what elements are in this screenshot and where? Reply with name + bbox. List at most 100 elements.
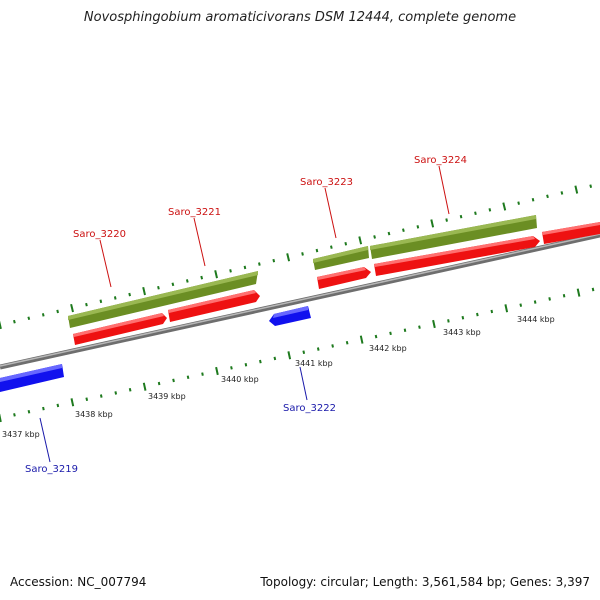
- minor-tick: [488, 208, 492, 212]
- minor-tick: [315, 248, 319, 253]
- gene-arrow[interactable]: [73, 313, 167, 345]
- major-tick: [286, 253, 291, 262]
- tick-label: 3439 kbp: [148, 392, 186, 401]
- minor-tick: [229, 269, 232, 273]
- minor-tick: [56, 403, 60, 408]
- gene-arrow[interactable]: [168, 290, 260, 322]
- minor-tick: [330, 245, 333, 249]
- minor-tick: [345, 340, 349, 345]
- major-tick: [142, 382, 147, 391]
- minor-tick: [272, 258, 276, 263]
- major-tick: [287, 351, 292, 360]
- minor-tick: [201, 372, 204, 376]
- minor-tick: [519, 303, 523, 307]
- reverse-scale-ticks: [0, 287, 595, 423]
- minor-tick: [85, 397, 89, 402]
- minor-tick: [562, 294, 566, 298]
- major-tick: [0, 413, 2, 423]
- tick-label: 3438 kbp: [75, 410, 113, 419]
- minor-tick: [387, 231, 391, 236]
- minor-tick: [99, 394, 103, 398]
- minor-tick: [301, 252, 304, 256]
- minor-tick: [243, 265, 247, 270]
- minor-tick: [445, 218, 448, 222]
- minor-tick: [42, 406, 45, 411]
- minor-tick: [316, 347, 320, 351]
- minor-tick: [560, 191, 564, 195]
- minor-tick: [186, 375, 190, 380]
- minor-tick: [302, 350, 306, 355]
- major-tick: [576, 288, 581, 297]
- minor-tick: [374, 334, 378, 339]
- major-tick: [430, 219, 435, 228]
- major-tick: [70, 303, 74, 313]
- gene-label-saro-3224[interactable]: Saro_3224: [414, 155, 467, 166]
- feature-bars: [68, 215, 537, 328]
- minor-tick: [171, 282, 175, 287]
- major-tick: [0, 320, 2, 330]
- gene-label-saro-3219[interactable]: Saro_3219: [25, 464, 78, 475]
- minor-tick: [533, 300, 537, 304]
- major-tick: [502, 202, 507, 211]
- tick-label: 3440 kbp: [221, 375, 259, 384]
- minor-tick: [27, 316, 31, 321]
- minor-tick: [128, 292, 131, 297]
- minor-tick: [447, 319, 450, 323]
- minor-tick: [114, 391, 118, 395]
- minor-tick: [591, 287, 595, 292]
- minor-tick: [490, 309, 494, 314]
- minor-tick: [459, 214, 463, 219]
- minor-tick: [258, 262, 261, 266]
- minor-tick: [344, 241, 348, 246]
- minor-tick: [461, 315, 465, 320]
- gene-label-saro-3220[interactable]: Saro_3220: [73, 229, 126, 240]
- major-tick: [504, 304, 509, 313]
- major-tick: [574, 185, 579, 194]
- gene-label-saro-3221[interactable]: Saro_3221: [168, 207, 221, 218]
- genome-backbone: [0, 232, 600, 370]
- gene-arrow[interactable]: [374, 236, 540, 276]
- minor-tick: [474, 211, 477, 216]
- minor-tick: [128, 387, 132, 392]
- minor-tick: [402, 228, 405, 233]
- forward-genes: [73, 222, 600, 345]
- genome-stats-text: Topology: circular; Length: 3,561,584 bp…: [260, 575, 590, 589]
- minor-tick: [185, 279, 189, 283]
- minor-tick: [113, 296, 117, 300]
- gene-label-saro-3223[interactable]: Saro_3223: [300, 177, 353, 188]
- gene-arrow[interactable]: [317, 267, 371, 289]
- accession-text: Accession: NC_007794: [10, 575, 147, 589]
- minor-tick: [389, 331, 392, 336]
- tick-label: 3442 kbp: [369, 344, 407, 353]
- minor-tick: [244, 363, 248, 367]
- minor-tick: [476, 312, 479, 317]
- minor-tick: [403, 328, 407, 332]
- minor-tick: [416, 225, 420, 229]
- reverse-genes: [0, 306, 311, 392]
- tick-label: 3444 kbp: [517, 315, 555, 324]
- genome-title: Novosphingobium aromaticivorans DSM 1244…: [83, 10, 517, 25]
- tick-label: 3441 kbp: [295, 359, 333, 368]
- gene-callouts: [39, 165, 450, 463]
- gene-label-saro-3222[interactable]: Saro_3222: [283, 403, 336, 414]
- major-tick: [432, 319, 436, 329]
- minor-tick: [157, 381, 161, 386]
- minor-tick: [331, 344, 334, 348]
- minor-tick: [41, 313, 45, 317]
- minor-tick: [56, 309, 59, 314]
- major-tick: [142, 286, 146, 296]
- minor-tick: [85, 302, 88, 307]
- minor-tick: [259, 359, 262, 364]
- tick-label: 3443 kbp: [443, 328, 481, 337]
- minor-tick: [230, 366, 233, 370]
- minor-tick: [373, 235, 376, 239]
- minor-tick: [418, 325, 421, 329]
- minor-tick: [546, 194, 549, 199]
- minor-tick: [172, 378, 175, 383]
- tick-label: 3437 kbp: [2, 430, 40, 439]
- tick-labels: 3437 kbp 3438 kbp 3439 kbp 3440 kbp 3441 kbp…: [2, 315, 555, 439]
- minor-tick: [589, 184, 593, 188]
- minor-tick: [157, 285, 160, 290]
- major-tick: [214, 270, 218, 279]
